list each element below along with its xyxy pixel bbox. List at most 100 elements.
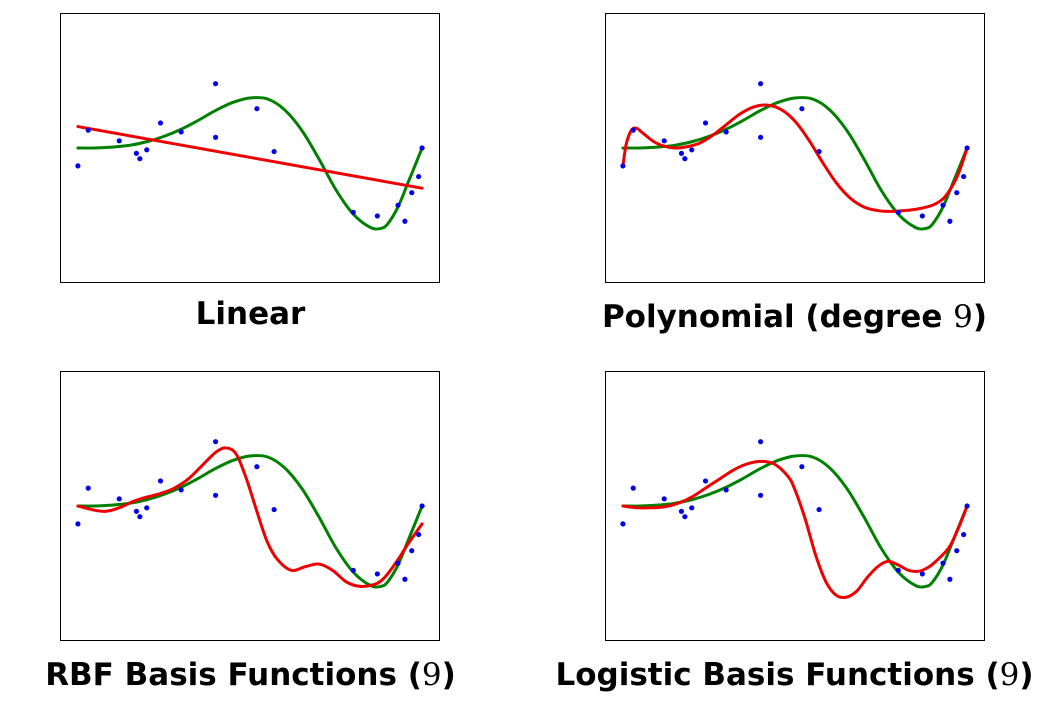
chart-title-suffix: ): [972, 299, 988, 335]
data-point: [954, 190, 960, 196]
chart-title-rbf: RBF Basis Functions (9): [0, 657, 515, 693]
data-point: [212, 81, 219, 87]
data-point: [757, 439, 764, 445]
true-function-line: [76, 453, 424, 589]
data-point: [757, 134, 764, 140]
data-point: [144, 505, 150, 511]
data-point: [757, 81, 764, 87]
data-point: [689, 505, 695, 511]
chart-title-number: 9: [953, 299, 973, 335]
data-point: [137, 156, 143, 162]
chart-title-logistic: Logistic Basis Functions (9): [530, 657, 1058, 693]
data-point: [133, 508, 140, 514]
data-point: [961, 532, 967, 538]
data-point: [816, 148, 822, 155]
data-point: [678, 150, 685, 156]
data-point: [419, 145, 425, 151]
data-point: [271, 148, 277, 155]
chart-title-suffix: ): [1019, 657, 1034, 693]
data-point: [702, 478, 709, 484]
data-point: [947, 576, 953, 582]
data-point: [178, 129, 184, 135]
chart-rbf: [75, 439, 425, 589]
data-point: [964, 145, 970, 151]
data-point: [947, 218, 953, 224]
data-point: [409, 548, 415, 554]
data-point: [395, 202, 401, 208]
data-point: [702, 120, 709, 126]
data-point: [374, 213, 380, 219]
fitted-model-line: [76, 125, 424, 190]
chart-panel-polynomial: [605, 13, 985, 283]
chart-title-text: Linear: [195, 296, 306, 332]
data-point: [954, 548, 960, 554]
data-point: [116, 138, 122, 144]
data-point: [689, 147, 695, 153]
data-point: [157, 478, 164, 484]
data-point: [816, 506, 822, 513]
data-point: [661, 138, 667, 144]
data-point: [157, 120, 164, 126]
data-point: [416, 532, 422, 538]
data-point: [799, 106, 805, 112]
data-point: [350, 567, 356, 573]
data-point: [661, 496, 667, 502]
data-point: [75, 521, 81, 527]
fitted-model-line: [621, 459, 969, 600]
data-point: [212, 439, 219, 445]
chart-polynomial: [620, 81, 970, 231]
chart-logistic: [620, 439, 970, 600]
data-point: [402, 218, 408, 224]
chart-title-linear: Linear: [0, 296, 515, 332]
fitted-model-line: [621, 103, 969, 213]
data-point: [419, 503, 425, 509]
data-point: [271, 506, 277, 513]
true-function-line: [621, 95, 969, 231]
data-point: [416, 174, 422, 180]
data-point: [940, 202, 946, 208]
data-point: [757, 492, 764, 498]
data-point: [723, 129, 729, 135]
data-point: [133, 150, 140, 156]
data-point: [254, 106, 260, 112]
data-point: [116, 496, 122, 502]
data-point: [144, 147, 150, 153]
data-point: [961, 174, 967, 180]
chart-title-polynomial: Polynomial (degree 9): [530, 299, 1058, 335]
data-point: [212, 492, 219, 498]
true-function-line: [76, 95, 424, 231]
chart-title-number: 9: [421, 657, 442, 693]
chart-title-suffix: ): [441, 657, 456, 693]
chart-title-text: RBF Basis Functions (: [45, 657, 422, 693]
chart-title-text: Polynomial (degree: [601, 299, 954, 335]
data-point: [75, 163, 81, 169]
data-point: [678, 508, 685, 514]
data-point: [85, 127, 91, 133]
data-point: [919, 571, 925, 577]
data-point: [254, 464, 260, 470]
fitted-model-line: [76, 446, 424, 588]
data-point: [682, 156, 688, 162]
chart-panel-linear: [60, 13, 440, 283]
true-function-line: [621, 453, 969, 589]
data-point: [630, 485, 636, 491]
data-point: [895, 209, 901, 215]
chart-title-text: Logistic Basis Functions (: [555, 657, 1000, 693]
data-point: [350, 209, 356, 215]
data-point: [85, 485, 91, 491]
data-point: [409, 190, 415, 196]
data-point: [895, 567, 901, 573]
data-point: [620, 521, 626, 527]
data-point: [940, 560, 946, 566]
data-point: [630, 127, 636, 133]
chart-title-number: 9: [999, 657, 1020, 693]
data-point: [723, 487, 729, 493]
data-point: [374, 571, 380, 577]
data-point: [395, 560, 401, 566]
data-point: [402, 576, 408, 582]
data-point: [799, 464, 805, 470]
data-point: [212, 134, 219, 140]
data-point: [682, 514, 688, 520]
chart-panel-rbf: [60, 371, 440, 641]
data-point: [919, 213, 925, 219]
